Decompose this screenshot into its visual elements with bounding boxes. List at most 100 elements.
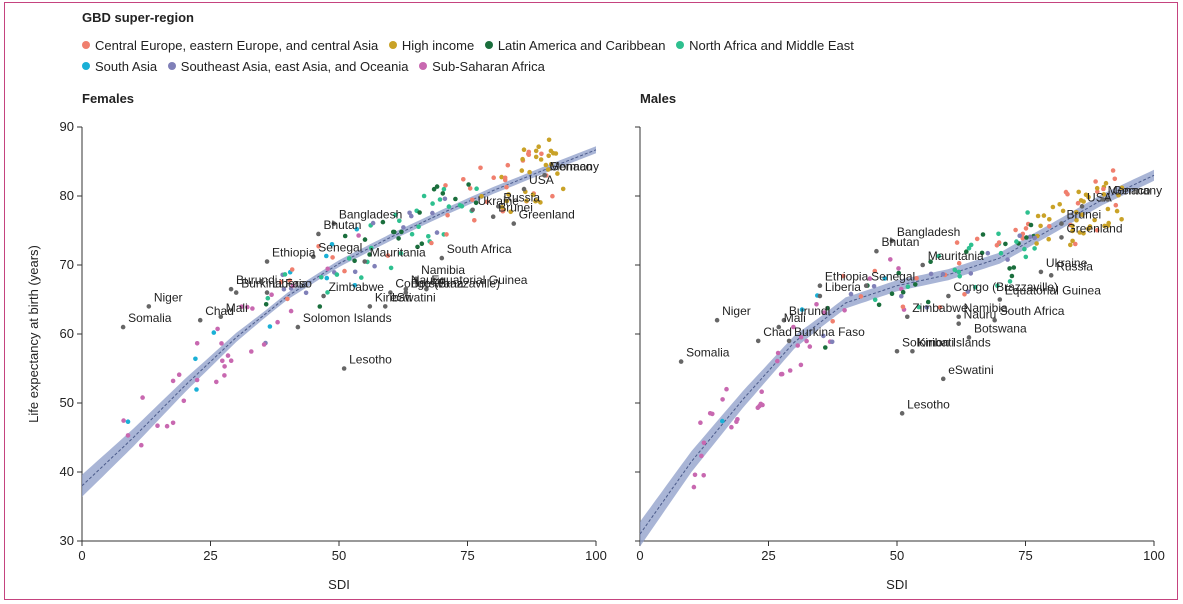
country-point bbox=[316, 244, 321, 249]
labelled-country-point bbox=[1059, 235, 1064, 240]
country-point bbox=[965, 289, 971, 294]
country-label: Botswana bbox=[974, 321, 1027, 335]
country-point bbox=[385, 253, 391, 258]
labelled-country-point bbox=[1100, 197, 1105, 202]
legend-label: North Africa and Middle East bbox=[689, 38, 854, 53]
country-point bbox=[821, 310, 827, 315]
country-point bbox=[1081, 231, 1086, 236]
labelled-country-point bbox=[197, 317, 203, 323]
country-point bbox=[560, 186, 566, 192]
country-point bbox=[409, 231, 415, 237]
country-point bbox=[278, 279, 284, 285]
country-point bbox=[701, 440, 707, 446]
country-point bbox=[330, 255, 335, 260]
country-label: Greenland bbox=[1066, 221, 1122, 235]
labelled-country-point bbox=[233, 290, 239, 295]
country-label: Germany bbox=[550, 159, 599, 173]
country-point bbox=[867, 276, 873, 281]
country-point bbox=[937, 305, 943, 310]
labelled-country-point bbox=[388, 290, 393, 295]
country-point bbox=[125, 433, 131, 438]
country-point bbox=[996, 231, 1001, 237]
country-point bbox=[1114, 208, 1120, 214]
country-label: Equatorial Guinea bbox=[1005, 284, 1101, 298]
x-tick-label: 0 bbox=[78, 548, 85, 563]
country-point bbox=[914, 276, 919, 281]
country-point bbox=[324, 253, 329, 259]
country-point bbox=[962, 292, 967, 297]
country-label: Senegal bbox=[871, 270, 915, 284]
country-point bbox=[269, 292, 274, 298]
y-tick-label: 80 bbox=[60, 188, 74, 203]
country-point bbox=[829, 339, 835, 345]
x-axis-title: SDI bbox=[886, 577, 908, 592]
country-point bbox=[222, 364, 227, 369]
country-label: Brunei bbox=[1066, 208, 1101, 222]
country-point bbox=[1116, 192, 1121, 198]
country-point bbox=[872, 297, 878, 303]
country-point bbox=[928, 271, 934, 277]
country-point bbox=[707, 411, 713, 416]
country-point bbox=[968, 271, 974, 276]
country-label: Congo (Brazzaville) bbox=[953, 280, 1058, 294]
country-point bbox=[446, 204, 452, 209]
country-point bbox=[1074, 210, 1079, 215]
legend-dot-icon bbox=[419, 62, 428, 70]
country-point bbox=[804, 338, 809, 344]
x-axis-title: SDI bbox=[328, 577, 350, 592]
country-point bbox=[530, 192, 536, 197]
labelled-country-point bbox=[874, 248, 879, 254]
country-label: Kiribati bbox=[375, 290, 412, 304]
country-point bbox=[222, 373, 227, 378]
labelled-country-point bbox=[341, 366, 347, 371]
legend-dot-icon bbox=[484, 41, 493, 49]
country-point bbox=[170, 420, 176, 426]
country-point bbox=[545, 167, 551, 172]
country-point bbox=[391, 229, 396, 235]
country-point bbox=[519, 168, 525, 173]
country-point bbox=[275, 319, 280, 325]
labelled-country-point bbox=[714, 317, 720, 323]
country-point bbox=[194, 377, 200, 383]
country-point bbox=[968, 242, 974, 248]
legend-label: Sub-Saharan Africa bbox=[432, 59, 545, 74]
labelled-country-point bbox=[1059, 221, 1064, 226]
expected-curve bbox=[639, 174, 1155, 535]
country-point bbox=[504, 184, 509, 190]
country-point bbox=[325, 290, 330, 295]
labelled-country-point bbox=[542, 173, 547, 178]
x-tick-label: 100 bbox=[1143, 548, 1165, 563]
country-label: Nauru bbox=[411, 273, 444, 287]
country-point bbox=[478, 165, 483, 171]
y-axis-title: Life expectancy at birth (years) bbox=[26, 245, 41, 423]
country-point bbox=[952, 267, 958, 273]
country-label: Mauritania bbox=[370, 246, 426, 260]
country-point bbox=[193, 356, 198, 362]
country-point bbox=[536, 144, 541, 149]
country-label: Ethiopia bbox=[272, 246, 316, 260]
country-label: Chad bbox=[763, 325, 792, 339]
y-tick-label: 90 bbox=[60, 119, 74, 134]
panel-title-males: Males bbox=[640, 91, 677, 106]
country-label: Congo (Brazzaville) bbox=[395, 277, 500, 291]
country-label: Nauru bbox=[964, 308, 997, 322]
country-point bbox=[164, 423, 170, 429]
labelled-country-point bbox=[755, 338, 761, 344]
country-point bbox=[380, 219, 386, 225]
country-label: Ukraine bbox=[1046, 256, 1088, 270]
country-point bbox=[220, 358, 225, 364]
country-point bbox=[1032, 235, 1037, 241]
country-point bbox=[1080, 212, 1085, 217]
country-point bbox=[1102, 223, 1107, 229]
country-point bbox=[1070, 228, 1075, 233]
country-point bbox=[1076, 189, 1081, 195]
country-point bbox=[821, 333, 826, 339]
country-label: Niger bbox=[154, 290, 183, 304]
country-point bbox=[1050, 204, 1056, 210]
country-point bbox=[1070, 223, 1075, 229]
country-point bbox=[701, 473, 706, 478]
legend-item-high-income: High income bbox=[388, 38, 474, 53]
country-label: eSwatini bbox=[390, 290, 435, 304]
country-point bbox=[1073, 241, 1078, 247]
